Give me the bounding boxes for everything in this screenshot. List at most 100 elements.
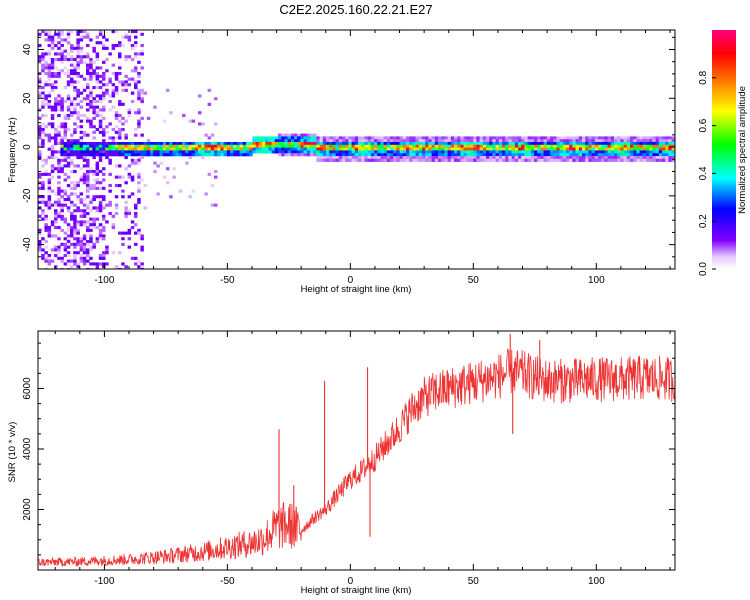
spectrogram-cell [546, 153, 551, 157]
spectrogram-cell [322, 147, 327, 151]
spectrogram-cell [121, 35, 125, 39]
spectrogram-cell [60, 170, 64, 174]
spectrogram-cell [92, 136, 96, 140]
spectrogram-cell [422, 136, 426, 140]
spectrogram-cell [255, 136, 260, 140]
spectrogram-cell [498, 156, 503, 160]
spectrogram-cell [191, 142, 196, 146]
spectrogram-cell [313, 133, 317, 137]
spectrogram-cell [370, 147, 375, 151]
spectrogram-cell [425, 153, 429, 157]
spectrogram-cell [444, 142, 448, 146]
spectrogram-cell [489, 136, 493, 140]
spectrogram-cell [524, 144, 528, 148]
spectrogram-cell [386, 136, 391, 140]
spectrogram-cell [156, 150, 160, 154]
spectrogram-cell [502, 150, 506, 154]
spectrogram-cell [367, 142, 372, 146]
spectrogram-cell [47, 136, 52, 140]
spectrogram-cell [102, 116, 106, 120]
spectrogram-cell [630, 142, 634, 146]
spectrogram-cell [358, 153, 362, 157]
spectrogram-cell [73, 147, 77, 151]
spectrogram-cell [70, 203, 74, 207]
spectrogram-cell [105, 220, 109, 224]
spectrogram-cell [204, 153, 208, 157]
spectrogram-cell [98, 223, 103, 227]
spectrogram-cell [63, 217, 68, 221]
spectrogram-cell [82, 242, 87, 246]
spectrogram-cell [399, 150, 404, 154]
spectrogram-cell [361, 150, 365, 154]
spectrogram-cell [89, 170, 93, 174]
spectrogram-cell [162, 147, 167, 151]
spectrogram-cell [70, 30, 74, 34]
spectrogram-cell [409, 150, 413, 154]
spectrogram-cell [44, 217, 48, 221]
spectrogram-cell [140, 234, 144, 238]
spectrogram-cell [559, 147, 564, 151]
spectrogram-cell [108, 144, 112, 148]
spectrogram-cell [70, 72, 74, 76]
spectrogram-cell [402, 158, 407, 162]
spectrogram-cell [566, 147, 570, 151]
spectrogram-cell [351, 158, 356, 162]
spectrogram-cell [162, 175, 167, 179]
spectrogram-cell [95, 35, 100, 39]
spectrogram-cell [281, 139, 285, 143]
spectrogram-cell [159, 150, 164, 154]
spectrogram-cell [73, 111, 77, 115]
spectrogram-cell [41, 139, 45, 143]
spectrogram-cell [127, 83, 132, 87]
spectrogram-cell [479, 136, 484, 140]
spectrogram-cell [585, 142, 589, 146]
spectrogram-cell [57, 192, 61, 196]
spectrogram-cell [566, 150, 570, 154]
spectrogram-cell [38, 214, 42, 218]
spectrogram-cell [70, 83, 74, 87]
spectrogram-cell [102, 178, 106, 182]
spectrogram-cell [278, 133, 282, 137]
spectrogram-cell [185, 150, 189, 154]
spectrogram-cell [383, 139, 388, 143]
spectrogram-cell [671, 158, 675, 162]
spectrogram-cell [582, 153, 586, 157]
spectrogram-cell [492, 144, 496, 148]
spectrogram-cell [508, 150, 512, 154]
spectrogram-cell [338, 156, 343, 160]
spectrogram-cell [246, 147, 250, 151]
spectrogram-cell [159, 144, 164, 148]
spectrogram-cell [95, 80, 100, 84]
spectrogram-cell [214, 144, 218, 148]
spectrogram-cell [82, 164, 87, 168]
spectrogram-cell [70, 161, 74, 165]
spectrogram-cell [188, 156, 192, 160]
spectrogram-cell [137, 147, 141, 151]
spectrogram-cell [63, 220, 68, 224]
spectrogram-cell [262, 147, 266, 151]
spectrogram-cell [367, 158, 372, 162]
spectrogram-cell [95, 147, 100, 151]
spectrogram-cell [489, 150, 493, 154]
spectrogram-cell [82, 175, 87, 179]
spectrogram-cell [191, 189, 196, 193]
spectrogram-cell [332, 150, 336, 154]
spectrogram-cell [95, 100, 100, 104]
spectrogram-cell [134, 161, 138, 165]
spectrogram-cell [281, 133, 285, 137]
spectrogram-cell [50, 153, 55, 157]
spectrogram-cell [236, 144, 240, 148]
spectrogram-cell [76, 198, 80, 202]
spectrogram-cell [41, 58, 45, 62]
spectrogram-cell [150, 150, 154, 154]
spectrogram-cell [73, 259, 77, 263]
spectrogram-cell [79, 30, 84, 34]
spectrogram-cell [172, 147, 176, 151]
spectrogram-cell [572, 139, 576, 143]
spectrogram-cell [332, 156, 336, 160]
spectrogram-cell [76, 265, 80, 269]
spectrogram-cell [614, 142, 618, 146]
spectrogram-cell [66, 30, 71, 34]
spectrogram-cell [92, 172, 96, 176]
spectrogram-cell [82, 212, 87, 216]
